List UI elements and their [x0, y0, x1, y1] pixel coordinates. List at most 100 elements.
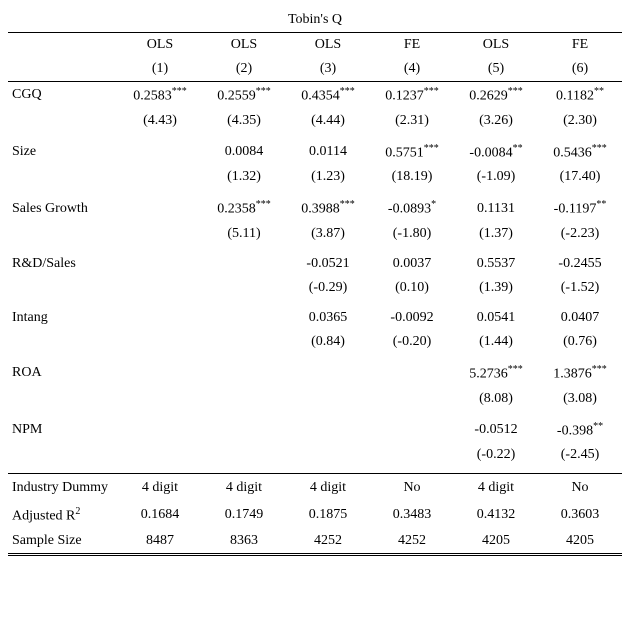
col-header: FE	[538, 33, 622, 58]
tstat-cell	[118, 443, 202, 467]
col-header: FE	[370, 33, 454, 58]
coef-cell: 0.0114	[286, 139, 370, 166]
row-label: ROA	[8, 360, 118, 387]
coef-cell: -0.0092	[370, 306, 454, 330]
tstat-cell: (3.87)	[286, 222, 370, 246]
coef-cell: -0.0893*	[370, 195, 454, 222]
coef-cell: 0.0365	[286, 306, 370, 330]
tstat-cell	[118, 330, 202, 354]
row-label: CGQ	[8, 82, 118, 109]
col-num: (2)	[202, 57, 286, 82]
col-header: OLS	[202, 33, 286, 58]
col-header: OLS	[118, 33, 202, 58]
coef-cell: 0.1131	[454, 195, 538, 222]
coef-cell: 0.2358***	[202, 195, 286, 222]
coef-cell: 0.1182**	[538, 82, 622, 109]
row-label: NPM	[8, 417, 118, 444]
tstat-cell	[202, 330, 286, 354]
cell: 0.3483	[370, 502, 454, 529]
tstat-cell: (-2.23)	[538, 222, 622, 246]
table-title: Tobin's Q	[8, 12, 622, 28]
tstat-cell: (18.19)	[370, 165, 454, 189]
tstat-cell: (-0.20)	[370, 330, 454, 354]
cell: 0.1684	[118, 502, 202, 529]
row-label: Size	[8, 139, 118, 166]
tstat-cell: (4.43)	[118, 109, 202, 133]
tstat-cell: (-1.09)	[454, 165, 538, 189]
coef-cell	[118, 417, 202, 444]
tstat-cell: (1.32)	[202, 165, 286, 189]
tstat-cell: (3.08)	[538, 387, 622, 411]
cell: No	[538, 474, 622, 502]
col-num: (6)	[538, 57, 622, 82]
tstat-cell: (5.11)	[202, 222, 286, 246]
row-label-r2: Adjusted R2	[8, 502, 118, 529]
tstat-cell: (-1.52)	[538, 276, 622, 300]
cell: 0.1875	[286, 502, 370, 529]
tstat-cell	[118, 165, 202, 189]
coef-cell	[202, 417, 286, 444]
tstat-cell	[286, 387, 370, 411]
cell: 4 digit	[202, 474, 286, 502]
coef-cell: 0.0037	[370, 252, 454, 276]
coef-cell: -0.2455	[538, 252, 622, 276]
row-label: Intang	[8, 306, 118, 330]
tstat-cell	[286, 443, 370, 467]
coef-cell: 0.5537	[454, 252, 538, 276]
tstat-cell: (8.08)	[454, 387, 538, 411]
tstat-cell: (17.40)	[538, 165, 622, 189]
coef-cell: 0.3988***	[286, 195, 370, 222]
tstat-cell: (3.26)	[454, 109, 538, 133]
tstat-cell	[202, 387, 286, 411]
coef-cell	[118, 360, 202, 387]
coef-cell	[202, 252, 286, 276]
tstat-cell: (4.35)	[202, 109, 286, 133]
coef-cell: 5.2736***	[454, 360, 538, 387]
cell: 8363	[202, 529, 286, 555]
regression-table: OLS OLS OLS FE OLS FE (1) (2) (3) (4) (5…	[8, 32, 622, 556]
col-header: OLS	[286, 33, 370, 58]
coef-cell: -0.398**	[538, 417, 622, 444]
coef-cell: 0.2629***	[454, 82, 538, 109]
cell: 4 digit	[118, 474, 202, 502]
tstat-cell	[118, 387, 202, 411]
tstat-cell: (-2.45)	[538, 443, 622, 467]
coef-cell: -0.1197**	[538, 195, 622, 222]
cell: 8487	[118, 529, 202, 555]
coef-cell: 0.0407	[538, 306, 622, 330]
coef-cell: -0.0084**	[454, 139, 538, 166]
cell: 4205	[538, 529, 622, 555]
tstat-cell: (2.31)	[370, 109, 454, 133]
tstat-cell	[118, 276, 202, 300]
row-label-n: Sample Size	[8, 529, 118, 555]
coef-cell	[118, 139, 202, 166]
tstat-cell	[202, 443, 286, 467]
coef-cell: 0.1237***	[370, 82, 454, 109]
coef-cell	[370, 360, 454, 387]
coef-cell: 0.5436***	[538, 139, 622, 166]
tstat-cell: (-0.29)	[286, 276, 370, 300]
coef-cell	[118, 195, 202, 222]
coef-cell: 0.0084	[202, 139, 286, 166]
cell: 4252	[370, 529, 454, 555]
tstat-cell: (0.84)	[286, 330, 370, 354]
cell: No	[370, 474, 454, 502]
cell: 0.1749	[202, 502, 286, 529]
tstat-cell: (1.44)	[454, 330, 538, 354]
tstat-cell: (1.23)	[286, 165, 370, 189]
coef-cell: 0.4354***	[286, 82, 370, 109]
cell: 4205	[454, 529, 538, 555]
coef-cell	[118, 306, 202, 330]
row-label-industry: Industry Dummy	[8, 474, 118, 502]
row-label: Sales Growth	[8, 195, 118, 222]
tstat-cell	[370, 443, 454, 467]
coef-cell	[286, 417, 370, 444]
cell: 4252	[286, 529, 370, 555]
tstat-cell	[118, 222, 202, 246]
tstat-cell: (0.10)	[370, 276, 454, 300]
coef-cell: 0.0541	[454, 306, 538, 330]
coef-cell	[118, 252, 202, 276]
coef-cell: -0.0512	[454, 417, 538, 444]
tstat-cell: (-0.22)	[454, 443, 538, 467]
coef-cell: 1.3876***	[538, 360, 622, 387]
